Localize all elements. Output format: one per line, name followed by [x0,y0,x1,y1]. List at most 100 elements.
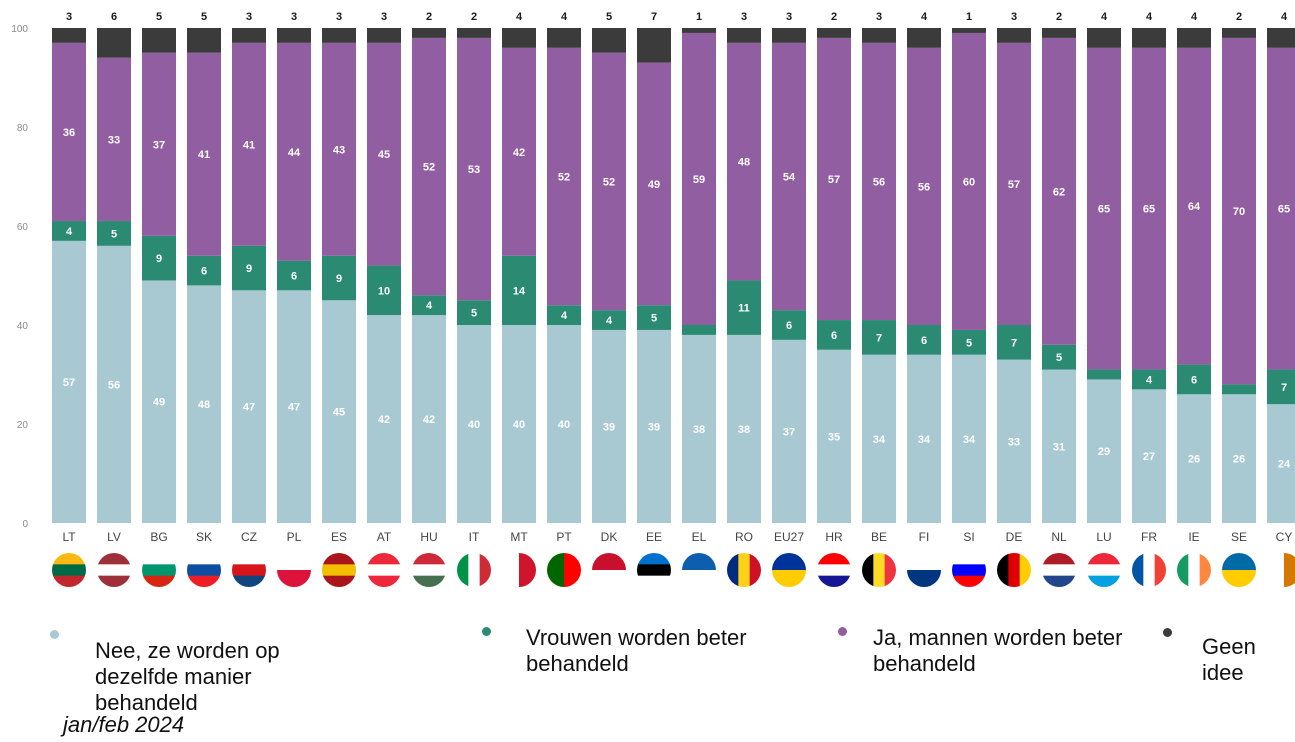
bar-segment [187,255,221,286]
data-label: 4 [1281,11,1288,23]
bar-segment [952,354,986,523]
legend-swatch-same [50,630,59,639]
data-label: 6 [111,11,117,23]
data-label: 49 [648,179,660,191]
category-label: ES [331,530,347,544]
flag-sk-icon [187,553,221,587]
flag-se-icon [1222,553,1256,587]
bar-segment [862,354,896,523]
survey-date-note: jan/feb 2024 [63,712,185,737]
flag-dk-icon [592,553,626,587]
bar-segment [1132,369,1166,390]
bar-segment [142,52,176,236]
bar-segment [52,221,86,241]
bar-segment [682,32,716,325]
bar-segment [457,325,491,523]
legend-label-no-idea: Geen idee [1202,634,1256,685]
bar-segment [907,28,941,48]
flag-lu-icon [1087,553,1121,587]
bar-segment [547,305,581,325]
data-label: 57 [828,174,840,186]
legend-label-women: Vrouwen worden beter behandeld [526,625,747,676]
bar-segment [592,28,626,53]
bar-segment [1087,47,1121,370]
data-label: 39 [648,421,660,433]
bar-segment [502,47,536,256]
y-tick-label: 0 [22,519,28,530]
data-label: 5 [111,228,117,240]
data-label: 26 [1188,454,1200,466]
bar-segment [187,52,221,256]
y-tick-label: 80 [17,123,29,134]
bar-segment [1042,369,1076,523]
data-label: 1 [966,11,972,23]
bar-segment [862,28,896,43]
bar-segment [997,28,1031,43]
flag-cy-icon [1267,553,1295,587]
legend-item-women: Vrouwen worden beter behandeld [482,625,762,677]
bar-segment [997,325,1031,360]
flag-si-icon [952,553,986,587]
data-label: 4 [1146,11,1153,23]
data-label: 5 [471,308,477,320]
stacked-bar-chart: 020406080100574363LT565336LV499375BG4864… [11,11,1295,587]
data-label: 57 [63,377,75,389]
bar-segment [1042,37,1076,345]
data-label: 37 [783,426,795,438]
bar-segment [817,28,851,38]
bar-segment [502,325,536,523]
data-label: 2 [1236,11,1242,23]
category-label: CY [1276,530,1293,544]
bar-segment [232,290,266,523]
data-label: 52 [423,162,435,174]
data-label: 4 [606,315,613,327]
bar-segment [1132,28,1166,48]
data-label: 2 [831,11,837,23]
bar-segment [727,334,761,523]
data-label: 3 [741,11,747,23]
data-label: 41 [243,139,255,151]
data-label: 29 [1098,446,1110,458]
bar-segment [907,47,941,326]
data-label: 47 [243,402,255,414]
bar-segment [1132,389,1166,523]
bar-segment [277,260,311,291]
data-label: 2 [426,11,432,23]
data-label: 52 [558,172,570,184]
category-label: EL [692,530,707,544]
data-label: 3 [246,11,252,23]
flag-mt-icon [502,553,536,587]
data-label: 49 [153,397,165,409]
data-label: 4 [1191,11,1198,23]
category-label: LU [1096,530,1111,544]
bar-segment [997,359,1031,523]
bar-segment [367,265,401,316]
data-label: 3 [1011,11,1017,23]
data-label: 56 [873,176,885,188]
category-label: FR [1141,530,1157,544]
data-label: 3 [786,11,792,23]
data-label: 6 [921,335,927,347]
bar-segment [1222,28,1256,38]
data-label: 65 [1278,204,1290,216]
bar-segment [592,310,626,330]
bar-segment [367,42,401,266]
data-label: 27 [1143,451,1155,463]
bar-segment [1177,364,1211,395]
flag-fr-icon [1132,553,1166,587]
bar-segment [772,42,806,311]
bar-segment [637,329,671,523]
bar-segment [682,28,716,33]
legend-item-same: Nee, ze worden op dezelfde manier behand… [50,628,350,716]
data-label: 5 [606,11,612,23]
legend-label-men: Ja, mannen worden beter behandeld [873,625,1123,676]
data-label: 38 [738,424,750,436]
flag-hu-icon [412,553,446,587]
bar-segment [412,28,446,38]
data-label: 39 [603,421,615,433]
bar-segment [817,349,851,523]
bar-segment [457,300,491,325]
data-label: 5 [1056,352,1062,364]
data-label: 65 [1098,204,1110,216]
flag-el-icon [682,553,716,587]
